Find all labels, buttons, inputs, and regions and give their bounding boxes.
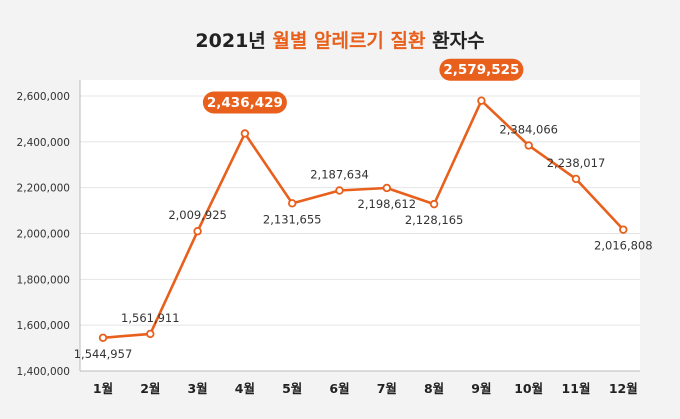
data-point [524, 141, 533, 150]
y-tick-label: 2,400,000 [17, 137, 70, 149]
data-point [382, 183, 391, 193]
data-point [477, 96, 486, 105]
x-tick-label: 7월 [377, 381, 397, 396]
y-tick-label: 1,800,000 [17, 274, 70, 286]
x-tick-label: 1월 [93, 381, 113, 396]
y-tick-label: 2,600,000 [17, 91, 70, 103]
x-tick-label: 2월 [140, 381, 160, 396]
data-point [98, 333, 108, 342]
data-point [429, 199, 439, 209]
highlight-badge [439, 58, 524, 81]
data-point [288, 199, 297, 208]
data-point [571, 174, 581, 184]
title-highlight: 월별 알레르기 질환 [272, 30, 426, 52]
data-label-highlight: 2,436,429 [207, 95, 283, 111]
data-point [335, 186, 344, 195]
series-line-path [102, 99, 625, 340]
data-label: 1,561,911 [121, 311, 180, 325]
data-point [193, 227, 202, 236]
data-label: 2,016,808 [594, 239, 653, 253]
data-label: 2,198,612 [358, 197, 417, 211]
x-tick-label: 11월 [562, 381, 591, 396]
y-axis: 1,400,000 1,600,000 1,800,000 2,000,000 2,20… [17, 80, 81, 378]
data-point [240, 129, 250, 138]
data-label: 1,544,957 [74, 347, 133, 361]
data-label: 2,238,017 [547, 156, 606, 170]
y-tick-label: 1,600,000 [17, 320, 70, 332]
x-axis: 1월 2월 3월 4월 5월 6월 7월 8월 9월 10월 11월 12월 [80, 370, 640, 396]
y-tick-label: 1,400,000 [17, 366, 70, 378]
data-label: 2,131,655 [263, 212, 322, 226]
data-point [619, 225, 628, 234]
x-tick-label: 6월 [329, 381, 349, 396]
x-tick-label: 8월 [424, 381, 444, 396]
data-label: 2,009,925 [168, 208, 227, 222]
x-tick-label: 9월 [471, 381, 491, 396]
x-tick-label: 10월 [514, 381, 543, 396]
data-label-highlight: 2,579,525 [443, 62, 519, 78]
chart-title: 2021년 월별 알레르기 질환 환자수 [195, 30, 484, 52]
x-tick-label: 5월 [282, 381, 302, 396]
plot-area [80, 80, 640, 371]
data-label: 2,384,066 [499, 122, 558, 136]
series-line [98, 96, 628, 342]
data-labels: 1,544,957 1,561,911 2,009,925 2,436,429 2,13… [74, 58, 653, 361]
y-tick-label: 2,200,000 [17, 183, 70, 195]
x-tick-label: 12월 [609, 381, 638, 396]
data-label: 2,187,634 [310, 168, 369, 182]
title-year: 2021년 [195, 30, 265, 52]
x-tick-label: 3월 [187, 381, 207, 396]
y-tick-label: 2,000,000 [17, 229, 70, 241]
highlight-badge [202, 91, 287, 114]
data-label: 2,128,165 [405, 213, 464, 227]
x-tick-label: 4월 [235, 381, 255, 396]
data-point [146, 329, 155, 339]
title-tail: 환자수 [432, 30, 484, 52]
